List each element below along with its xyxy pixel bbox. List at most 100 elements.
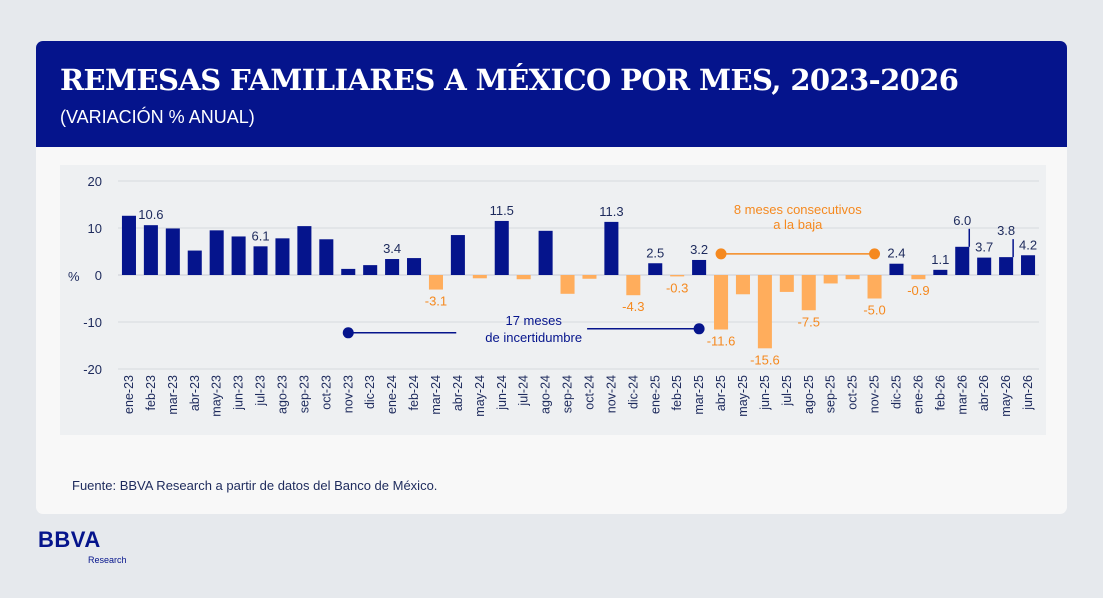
data-label: 6.0 — [953, 213, 971, 228]
page-title: REMESAS FAMILIARES A MÉXICO POR MES, 202… — [60, 63, 959, 97]
y-tick-label: 20 — [88, 174, 102, 189]
bar-may-26 — [999, 257, 1014, 275]
data-label: -7.5 — [798, 314, 820, 329]
bar-ago-25 — [801, 275, 816, 311]
bar-mar-26 — [955, 246, 970, 275]
bar-oct-25 — [845, 275, 860, 280]
x-tick-label: jun-23 — [232, 375, 246, 411]
bar-dic-23 — [363, 265, 378, 275]
bar-abr-26 — [977, 257, 992, 275]
x-tick-label: dic-24 — [626, 375, 640, 409]
y-tick-label: -10 — [83, 315, 102, 330]
x-tick-label: mar-25 — [692, 375, 706, 415]
bar-ene-24 — [385, 259, 400, 275]
x-tick-label: feb-24 — [407, 375, 421, 410]
bar-feb-23 — [143, 225, 158, 275]
data-label: 1.1 — [931, 252, 949, 267]
x-tick-label: feb-26 — [933, 375, 947, 410]
bar-feb-25 — [670, 275, 685, 277]
chart-area: -20 -10 0 10 20% ene-23 feb-23 mar-23 abr-23 may-… — [60, 165, 1046, 435]
x-tick-label: jul-25 — [780, 375, 794, 407]
x-tick-label: dic-25 — [889, 375, 903, 409]
data-label: 2.4 — [887, 246, 905, 261]
data-label: -5.0 — [863, 303, 885, 318]
x-tick-label: feb-23 — [144, 375, 158, 410]
bar-mar-25 — [692, 259, 707, 275]
bar-chart: -20 -10 0 10 20% ene-23 feb-23 mar-23 abr-23 may-… — [68, 174, 1039, 417]
x-tick-label: feb-25 — [670, 375, 684, 410]
annotation-text: de incertidumbre — [485, 330, 582, 345]
x-tick-label: abr-25 — [714, 375, 728, 411]
data-label: 11.3 — [599, 204, 623, 219]
x-tick-label: sep-24 — [561, 375, 575, 413]
x-tick-label: may-26 — [999, 375, 1013, 417]
bar-jul-23 — [253, 246, 268, 275]
x-tick-label: ene-23 — [122, 375, 136, 414]
logo-wordmark: BBVA — [38, 527, 101, 552]
bar-jun-24 — [494, 220, 509, 275]
data-label: 10.6 — [138, 207, 163, 222]
x-tick-label: abr-26 — [977, 375, 991, 411]
annotation-text: a la baja — [773, 217, 823, 232]
bar-mar-24 — [428, 275, 443, 290]
x-tick-label: nov-23 — [341, 375, 355, 413]
data-label: 4.2 — [1019, 237, 1037, 252]
x-tick-label: dic-23 — [363, 375, 377, 409]
bar-ene-26 — [911, 275, 926, 280]
page-subtitle: (VARIACIÓN % ANUAL) — [60, 107, 255, 127]
bar-sep-24 — [560, 275, 575, 294]
x-tick-label: jun-26 — [1021, 375, 1035, 411]
x-tick-label: ene-24 — [385, 375, 399, 414]
bar-jun-25 — [757, 275, 772, 349]
data-label: -4.3 — [622, 299, 644, 314]
x-tick-label: oct-24 — [582, 375, 596, 410]
bar-sep-23 — [297, 226, 312, 275]
x-tick-label: may-25 — [736, 375, 750, 417]
source-note: Fuente: BBVA Research a partir de datos … — [72, 478, 438, 493]
x-tick-label: ene-25 — [648, 375, 662, 414]
bar-may-24 — [472, 275, 487, 279]
x-tick-label: oct-25 — [846, 375, 860, 410]
x-tick-label: nov-25 — [868, 375, 882, 413]
x-tick-label: abr-23 — [188, 375, 202, 411]
logo-subtitle: Research — [88, 555, 127, 565]
annotation-dot — [693, 323, 705, 335]
bar-oct-23 — [319, 239, 334, 275]
x-tick-label: abr-24 — [451, 375, 465, 411]
bar-jul-25 — [779, 275, 794, 292]
y-tick-label: -20 — [83, 362, 102, 377]
y-tick-label: 10 — [88, 221, 102, 236]
data-label: -3.1 — [425, 294, 447, 309]
bar-dic-25 — [889, 263, 904, 275]
bar-mar-23 — [165, 228, 180, 275]
annotation-dot — [869, 248, 881, 260]
data-label: 3.4 — [383, 241, 401, 256]
bar-abr-23 — [187, 250, 202, 275]
x-tick-label: jul-24 — [517, 375, 531, 407]
bar-abr-24 — [450, 235, 465, 275]
x-tick-label: ago-24 — [539, 375, 553, 414]
bar-oct-24 — [582, 275, 597, 279]
x-tick-label: sep-25 — [824, 375, 838, 413]
data-label: 3.7 — [975, 240, 993, 255]
x-tick-label: nov-24 — [604, 375, 618, 413]
data-label: -15.6 — [750, 352, 780, 367]
bar-ene-23 — [121, 215, 136, 275]
bar-sep-25 — [823, 275, 838, 284]
bar-jun-23 — [231, 236, 246, 275]
bar-abr-25 — [714, 275, 729, 330]
bar-ene-25 — [648, 263, 663, 275]
header-banner: REMESAS FAMILIARES A MÉXICO POR MES, 202… — [36, 41, 1067, 147]
data-label: 6.1 — [251, 228, 269, 243]
y-axis-label: % — [68, 269, 80, 284]
data-label: 3.2 — [690, 242, 708, 257]
x-tick-label: sep-23 — [297, 375, 311, 413]
bbva-logo: BBVA Research — [38, 527, 127, 565]
annotation-text: 8 meses consecutivos — [734, 202, 862, 217]
data-label: 11.5 — [490, 203, 514, 218]
data-label: 3.8 — [997, 223, 1015, 238]
bar-nov-24 — [604, 221, 619, 275]
y-tick-label: 0 — [95, 268, 102, 283]
x-tick-label: jul-23 — [254, 375, 268, 407]
bar-dic-24 — [626, 275, 641, 296]
